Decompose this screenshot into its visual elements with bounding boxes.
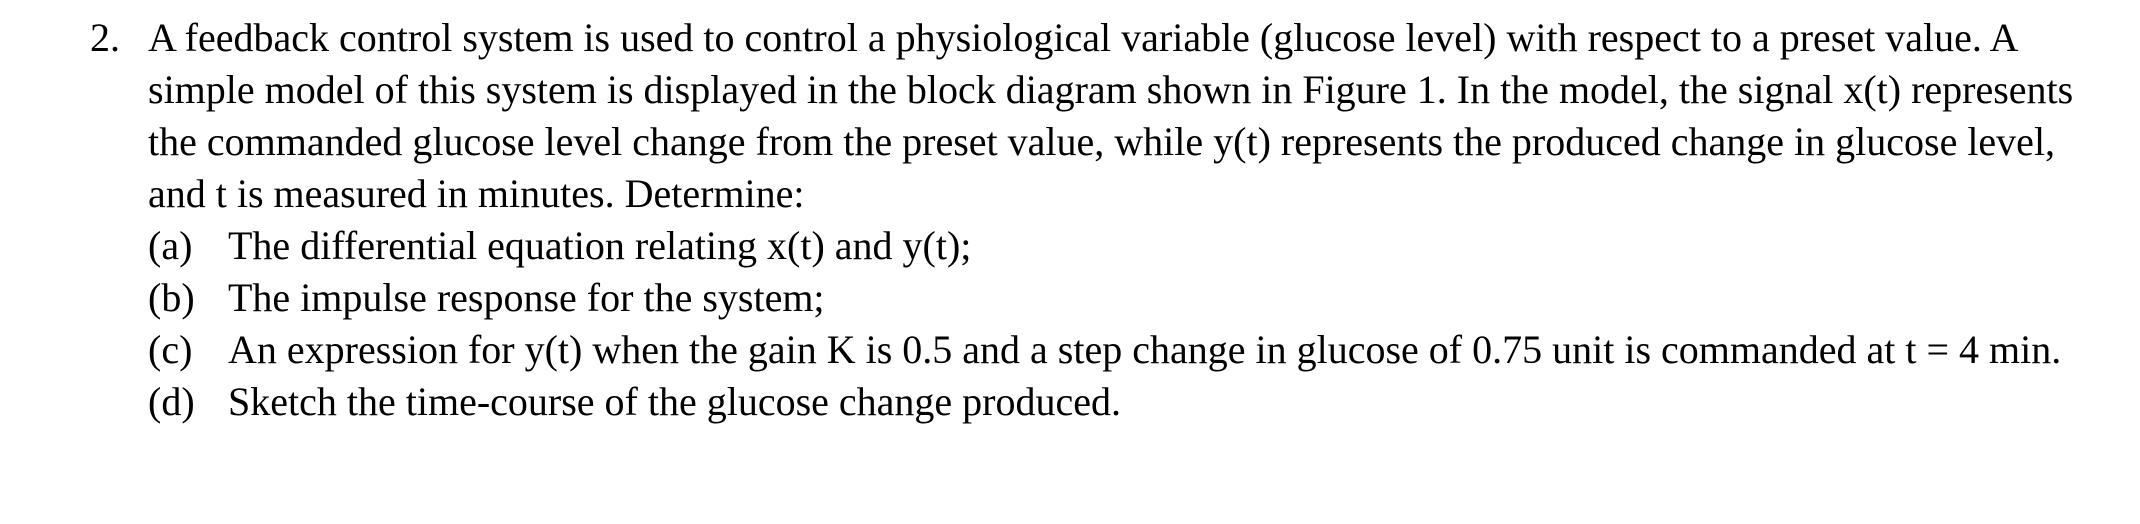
question-body: A feedback control system is used to con… [148,12,2100,428]
question-parts: (a) The differential equation relating x… [148,220,2100,428]
part-a: (a) The differential equation relating x… [148,220,2100,272]
part-text: An expression for y(t) when the gain K i… [228,324,2100,376]
part-label: (d) [148,376,228,428]
part-text: Sketch the time-course of the glucose ch… [228,376,2100,428]
question-intro: A feedback control system is used to con… [148,12,2100,220]
part-label: (c) [148,324,228,376]
part-b: (b) The impulse response for the system; [148,272,2100,324]
part-text: The impulse response for the system; [228,272,2100,324]
part-c: (c) An expression for y(t) when the gain… [148,324,2100,376]
question-number: 2. [40,12,148,64]
part-label: (a) [148,220,228,272]
part-text: The differential equation relating x(t) … [228,220,2100,272]
part-d: (d) Sketch the time-course of the glucos… [148,376,2100,428]
part-label: (b) [148,272,228,324]
question-block: 2. A feedback control system is used to … [40,12,2100,428]
